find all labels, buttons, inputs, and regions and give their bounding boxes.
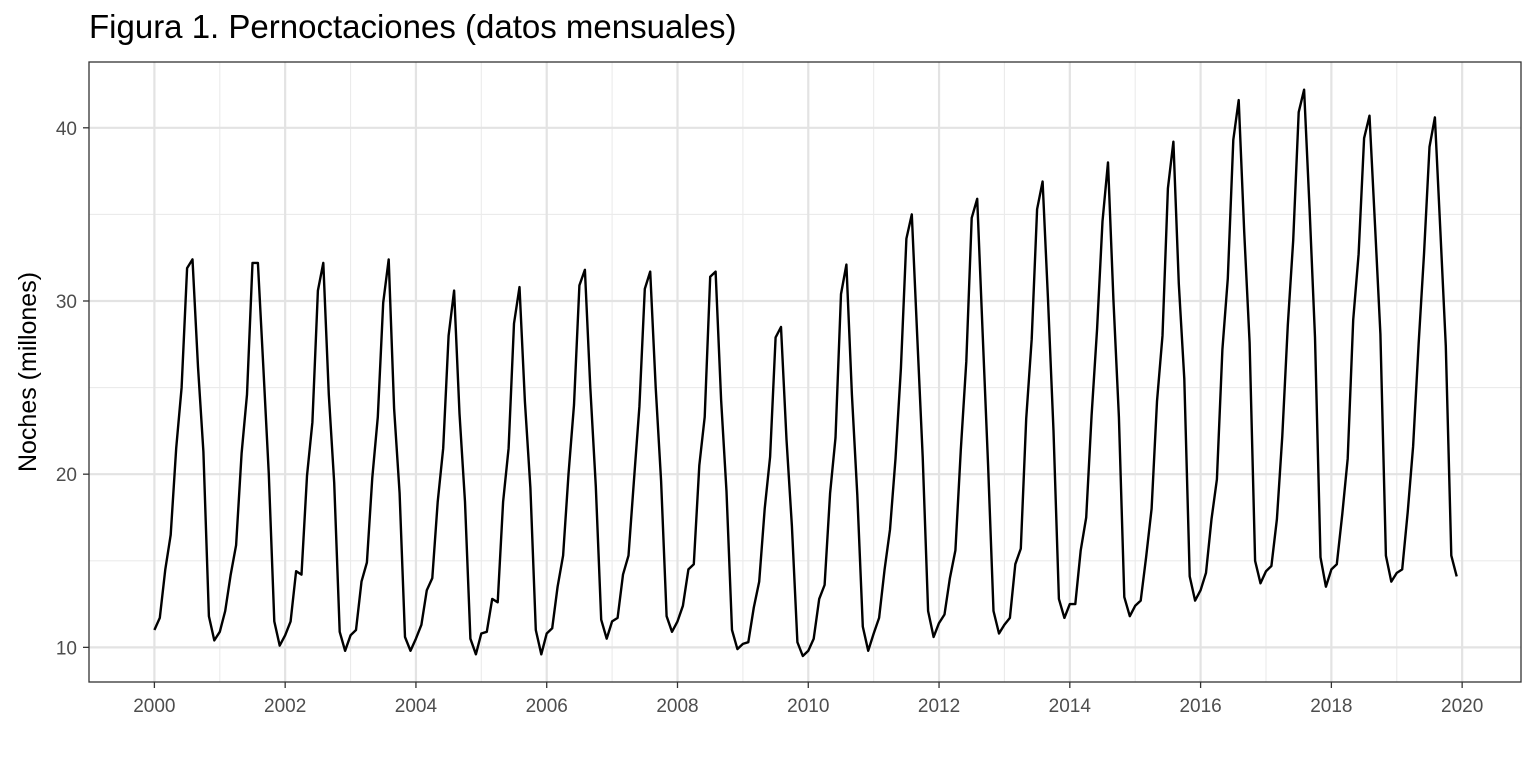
x-tick-label: 2008 bbox=[656, 696, 698, 717]
x-tick-label: 2006 bbox=[526, 696, 568, 717]
y-tick-label: 40 bbox=[56, 119, 77, 140]
y-tick-label: 10 bbox=[56, 638, 77, 659]
x-tick-label: 2000 bbox=[133, 696, 175, 717]
y-axis: 10 20 30 40 bbox=[56, 119, 89, 659]
y-tick-label: 20 bbox=[56, 465, 77, 486]
series-line bbox=[153, 88, 1458, 658]
x-tick-label: 2018 bbox=[1310, 696, 1352, 717]
x-tick-label: 2016 bbox=[1179, 696, 1221, 717]
x-tick-label: 2020 bbox=[1441, 696, 1483, 717]
x-tick-label: 2014 bbox=[1049, 696, 1092, 717]
y-axis-title: Noches (millones) bbox=[14, 272, 42, 472]
y-tick-label: 30 bbox=[56, 292, 77, 313]
x-axis: 2000 2002 2004 2006 2008 2010 2012 2014 2016 2018… bbox=[133, 682, 1483, 717]
chart-title: Figura 1. Pernoctaciones (datos mensuale… bbox=[89, 8, 737, 45]
plot-panel-border bbox=[88, 61, 1522, 683]
x-tick-label: 2002 bbox=[264, 696, 306, 717]
x-tick-label: 2004 bbox=[395, 696, 438, 717]
x-tick-label: 2012 bbox=[918, 696, 960, 717]
grid-major bbox=[89, 62, 1521, 682]
x-tick-label: 2010 bbox=[787, 696, 829, 717]
grid-minor bbox=[89, 62, 1521, 682]
